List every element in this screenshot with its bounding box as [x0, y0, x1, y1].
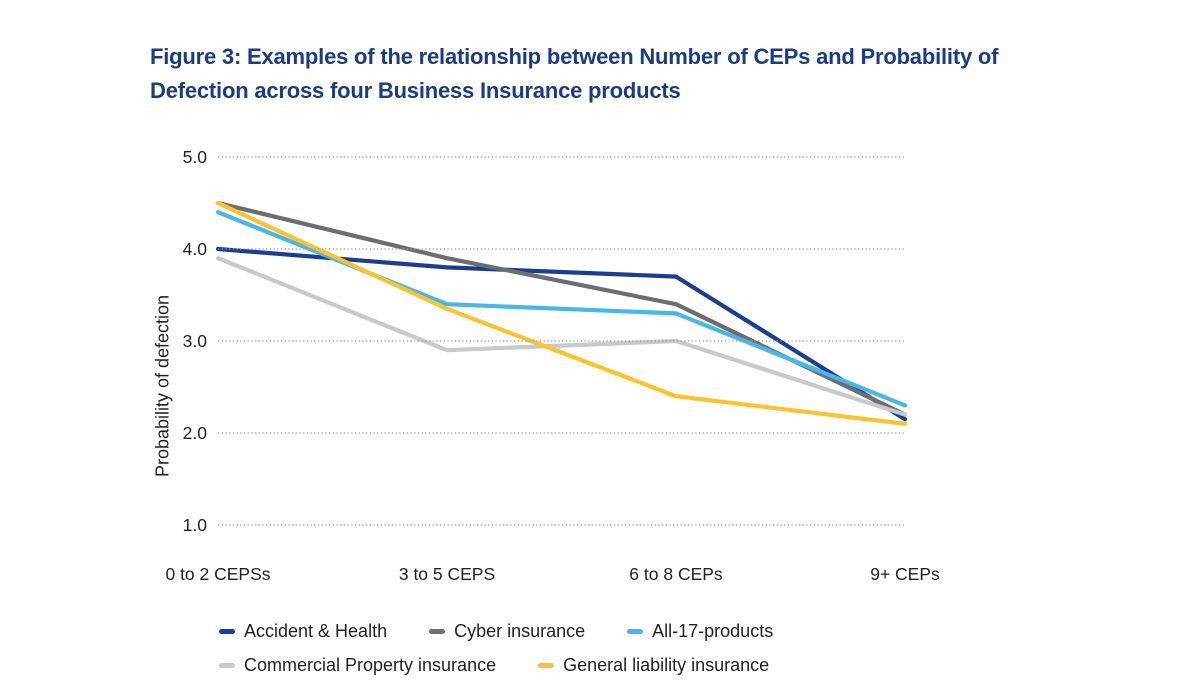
series-line-general-liability-insurance [215, 200, 908, 426]
series-line-all-17-products [215, 210, 908, 408]
legend-label: Cyber insurance [454, 621, 586, 641]
x-category-label: 9+ CEPs [870, 564, 940, 584]
y-tick-label: 2.0 [182, 423, 207, 443]
series-line-commercial-property-insurance [215, 256, 908, 417]
legend-item-general-liability-insurance: General liability insurance [538, 655, 769, 676]
legend-item-accident-health: Accident & Health [219, 621, 387, 642]
legend-item-commercial-property-insurance: Commercial Property insurance [219, 655, 496, 676]
legend-swatch-icon [627, 629, 644, 634]
legend-label: Accident & Health [244, 621, 388, 641]
legend-item-all-17-products: All-17-products [627, 621, 773, 642]
legend-swatch-icon [429, 629, 446, 634]
legend-label: Commercial Property insurance [244, 655, 497, 675]
legend-swatch-icon [219, 629, 235, 634]
x-category-label: 6 to 8 CEPs [629, 564, 723, 584]
legend: Accident & Health Cyber insurance All-17-p… [219, 621, 819, 676]
legend-swatch-icon [219, 663, 235, 668]
legend-item-cyber-insurance: Cyber insurance [429, 621, 585, 642]
legend-label: All-17-products [652, 621, 774, 641]
x-category-label: 0 to 2 CEPSs [165, 564, 271, 584]
y-tick-label: 4.0 [182, 239, 207, 259]
y-tick-label: 5.0 [182, 147, 207, 167]
series-line-accident-health [215, 246, 908, 422]
x-category-label: 3 to 5 CEPS [398, 564, 496, 584]
legend-swatch-icon [538, 663, 555, 668]
series-lines [215, 200, 908, 426]
legend-label: General liability insurance [563, 655, 770, 675]
y-tick-label: 1.0 [182, 515, 207, 535]
figure-title: Figure 3: Examples of the relationship b… [150, 44, 999, 103]
y-tick-label: 3.0 [182, 331, 207, 351]
gridlines [218, 156, 905, 526]
